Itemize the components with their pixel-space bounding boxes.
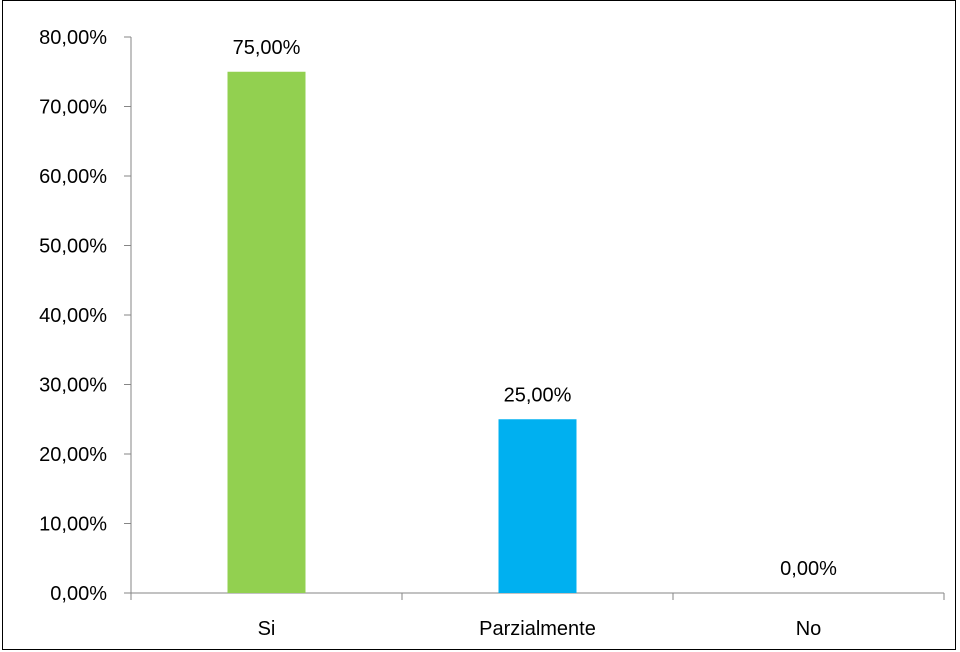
y-tick-label: 30,00% bbox=[39, 375, 107, 397]
bars bbox=[227, 71, 577, 593]
labels: 75,00% Si 25,00% Parzialmente 0,00% No bbox=[233, 37, 837, 640]
data-label: 25,00% bbox=[504, 384, 572, 406]
y-tick-label: 0,00% bbox=[50, 583, 107, 605]
y-tick-label: 10,00% bbox=[39, 514, 107, 536]
x-tick-label: No bbox=[796, 618, 822, 640]
data-label: 75,00% bbox=[233, 37, 301, 59]
axes: 0,00% 10,00% 20,00% 30,00% 40,00% 50,00% 60,00… bbox=[39, 27, 945, 605]
bar-parzialmente bbox=[498, 419, 577, 593]
data-label: 0,00% bbox=[780, 558, 837, 580]
y-tick-label: 40,00% bbox=[39, 305, 107, 327]
y-tick-label: 20,00% bbox=[39, 444, 107, 466]
bar-si bbox=[227, 71, 306, 593]
x-tick-label: Parzialmente bbox=[479, 618, 596, 640]
x-tick-label: Si bbox=[258, 618, 276, 640]
y-tick-label: 60,00% bbox=[39, 166, 107, 188]
y-tick-label: 80,00% bbox=[39, 27, 107, 49]
y-tick-label: 50,00% bbox=[39, 236, 107, 258]
y-tick-label: 70,00% bbox=[39, 97, 107, 119]
